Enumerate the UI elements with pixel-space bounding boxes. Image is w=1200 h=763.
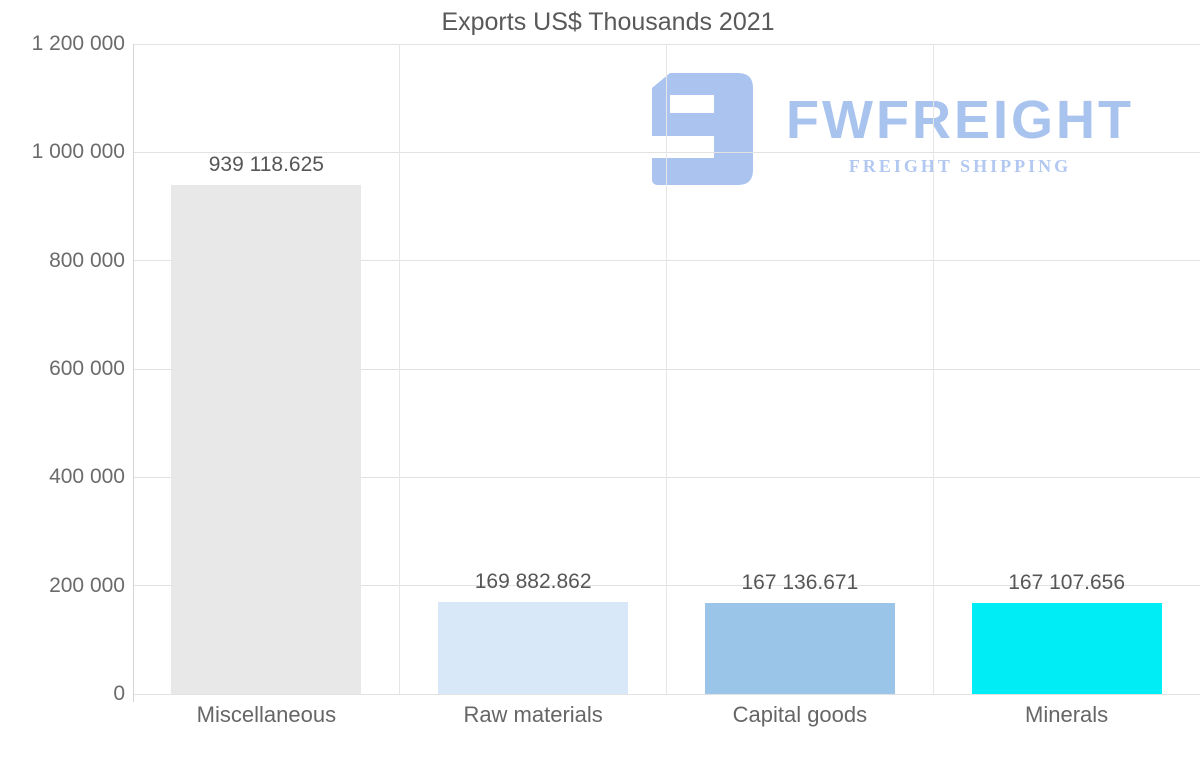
y-axis-tick-label: 200 000 — [49, 573, 125, 597]
y-axis-tick-label: 600 000 — [49, 357, 125, 380]
x-axis-category-label: Capital goods — [732, 702, 868, 727]
bar-value-label: 167 107.656 — [1008, 571, 1126, 595]
gridline-vertical — [399, 44, 401, 694]
watermark-brand-name: FWFREIGHT — [786, 90, 1134, 150]
y-axis-tick-label: 1 200 000 — [31, 32, 125, 55]
gridline-vertical — [932, 44, 934, 694]
plot-area: 939 118.625 Miscellaneous 169 882.862 Raw m… — [132, 43, 1200, 727]
fwfreight-logo-icon — [652, 73, 753, 190]
y-axis-tick-label: 800 000 — [49, 248, 125, 272]
bar-value-label: 169 882.862 — [474, 569, 592, 593]
y-axis-labels: 0 200 000 400 000 600 000 800 000 1 000 000 1 … — [0, 32, 128, 705]
bar-capital-goods — [704, 603, 895, 694]
gridline-horizontal — [133, 693, 1200, 695]
bar-minerals — [971, 603, 1162, 694]
x-axis-category-label: Minerals — [1025, 702, 1109, 727]
y-axis-tick-label: 1 000 000 — [31, 140, 125, 164]
y-axis-tick-label: 0 — [113, 682, 125, 705]
gridline-vertical — [666, 44, 667, 694]
x-axis-category-label: Miscellaneous — [196, 702, 337, 727]
watermark-tagline: FREIGHT SHIPPING — [848, 156, 1072, 176]
bar-raw-materials — [438, 601, 629, 694]
fwfreight-watermark: FWFREIGHT FREIGHT SHIPPING — [652, 73, 1152, 185]
chart-title: Exports US$ Thousands 2021 — [441, 8, 775, 36]
bar-miscellaneous — [171, 185, 362, 694]
bar-value-label: 939 118.625 — [208, 153, 324, 177]
x-axis-category-label: Raw materials — [463, 702, 603, 727]
y-axis-line — [132, 44, 134, 702]
y-axis-tick-label: 400 000 — [49, 465, 125, 489]
bar-value-label: 167 136.671 — [741, 571, 859, 595]
